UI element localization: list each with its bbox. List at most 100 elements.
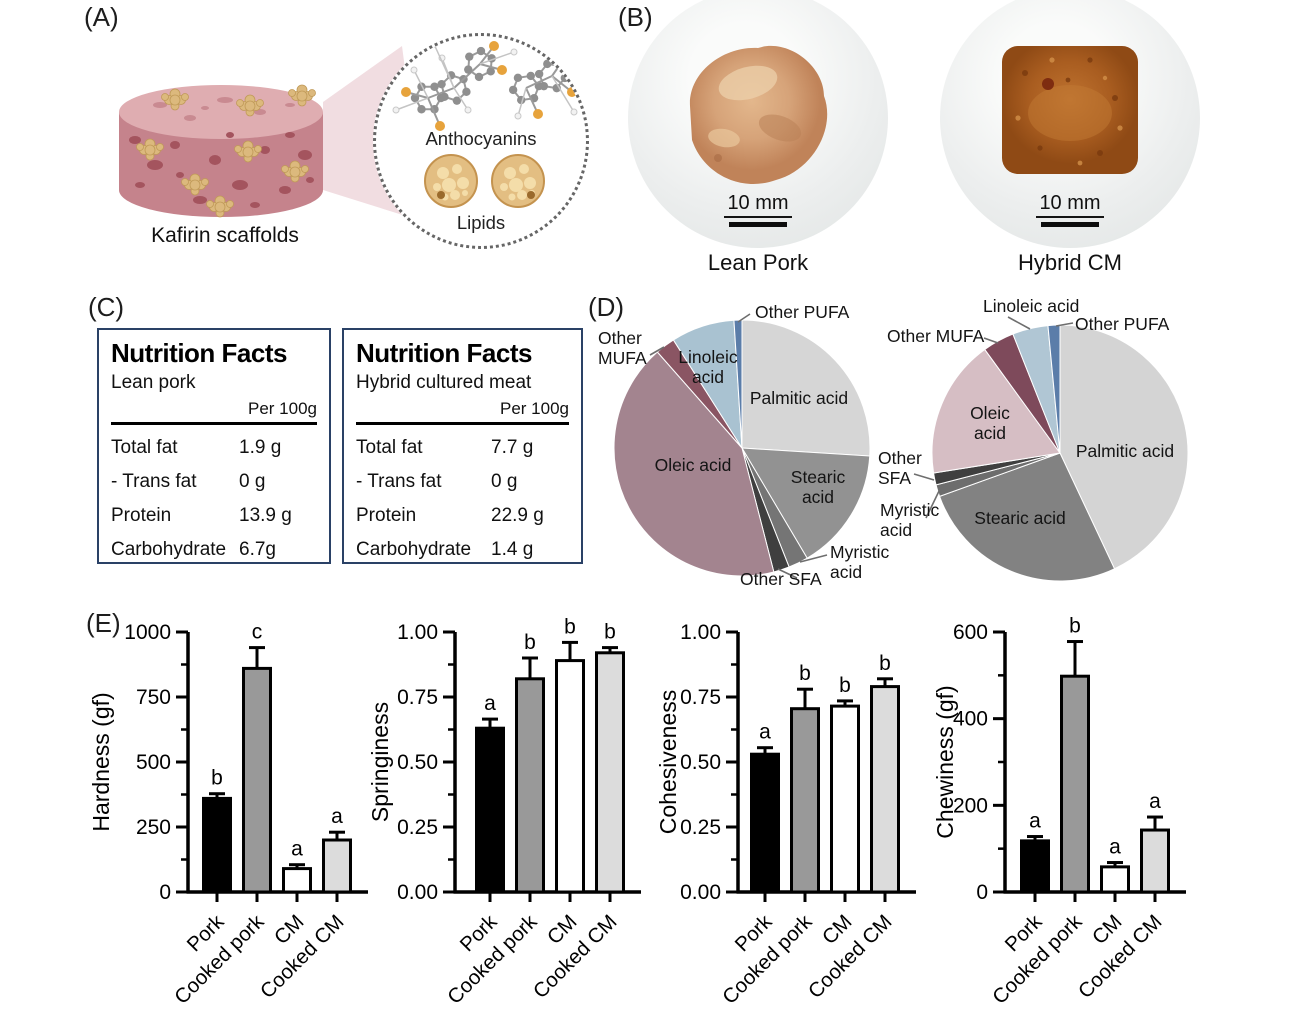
y-tick-label: 1.00 — [397, 621, 438, 644]
panel-d-letter: (D) — [588, 292, 625, 322]
nutrition-table-hybrid-cm: Nutrition Facts Hybrid cultured meat Per… — [342, 328, 583, 564]
pie-slice — [741, 319, 871, 457]
pie-label: acid — [830, 562, 862, 582]
pie-label: Oleic — [970, 403, 1010, 423]
bar — [1020, 839, 1050, 894]
scaffold-lipid-clusters — [136, 84, 316, 218]
y-tick-label: 400 — [953, 708, 988, 731]
pie-label: Palmitic acid — [750, 388, 848, 408]
scalebar-text: 10 mm — [1036, 192, 1104, 218]
bar — [555, 659, 585, 894]
nutrition-rows: Total fat 7.7 g - Trans fat 0 g Protein 22.9 … — [356, 437, 569, 561]
y-tick-label: 1000 — [124, 621, 171, 644]
significance-letter: a — [1109, 836, 1121, 859]
bar-chart-hardness: 0 250 500 750 1000 b Pork c Cooked pork a CM a Cooke… — [85, 605, 387, 1017]
nutrition-per-100g: Per 100g — [356, 399, 569, 425]
pie-label: acid — [974, 423, 1006, 443]
significance-letter: a — [759, 721, 771, 744]
bar — [830, 704, 860, 894]
bar — [322, 838, 352, 894]
nutrition-row: - Trans fat 0 g — [111, 471, 317, 493]
bar — [1100, 865, 1130, 894]
pie-label: Oleic acid — [655, 455, 732, 475]
bar-chart-cohesiveness: 0.00 0.25 0.50 0.75 1.00 a Pork b Cooked pork b CM… — [650, 605, 952, 1017]
lipids-label: Lipids — [456, 212, 506, 233]
pie-label: Stearic — [791, 467, 846, 487]
nutrition-title: Nutrition Facts — [356, 338, 532, 368]
bar-chart-chewiness: 0 200 400 600 a Pork b Cooked pork a CM a Cooked CM… — [932, 605, 1304, 1017]
nutrition-per-100g: Per 100g — [111, 399, 317, 425]
nutrition-row-value: 7.7 g — [491, 437, 534, 458]
pie-label-leader — [737, 313, 751, 323]
bar-chart-springiness: 0.00 0.25 0.50 0.75 1.00 a Pork b Cooked pork b CM… — [367, 605, 672, 1017]
pie-label: Stearic acid — [974, 508, 1065, 528]
nutrition-row-value: 1.4 g — [491, 539, 534, 560]
nutrition-row-label: - Trans fat — [111, 471, 197, 492]
panel-b-letter: (B) — [618, 2, 653, 32]
inset-magnifier-circle: Anthocyanins Lipids — [373, 33, 589, 249]
bar — [282, 867, 312, 894]
pie-label: Other SFA — [740, 569, 822, 589]
hybrid-cm-caption: Hybrid CM — [1018, 250, 1122, 275]
significance-letter: b — [799, 662, 811, 685]
anthocyanin-molecule-icon — [392, 40, 578, 131]
bar — [870, 685, 900, 894]
scaffold-cylinder — [119, 84, 323, 218]
significance-letter: b — [564, 615, 576, 638]
pie-slice — [613, 351, 775, 577]
pie-slice — [741, 447, 871, 559]
significance-letter: c — [252, 621, 263, 644]
anthocyanins-label: Anthocyanins — [425, 128, 537, 149]
nutrition-title: Nutrition Facts — [111, 338, 287, 368]
pie-label: acid — [802, 487, 834, 507]
significance-letter: a — [1029, 810, 1041, 833]
pie-label-leader — [913, 473, 935, 481]
pie-label-leader — [1007, 316, 1031, 330]
pie-label: Myristic — [880, 500, 940, 520]
nutrition-row: Protein 13.9 g — [111, 505, 317, 527]
bar — [475, 726, 505, 894]
scaffold-pores — [129, 132, 314, 208]
pie-label-leader — [925, 488, 941, 519]
pie-label: Myristic — [830, 542, 890, 562]
nutrition-subtitle: Lean pork — [111, 372, 196, 393]
nutrition-row-value: 0 g — [239, 471, 266, 492]
y-axis-title: Cohesiveness — [655, 690, 681, 834]
significance-letter: b — [524, 631, 536, 654]
pie-label: Other PUFA — [1075, 314, 1170, 334]
nutrition-row-label: Carbohydrate — [356, 539, 472, 560]
nutrition-row: Carbohydrate 1.4 g — [356, 539, 569, 561]
y-axis-title: Chewiness (gf) — [935, 685, 958, 838]
inset-graphics — [392, 40, 578, 208]
y-tick-label: 750 — [136, 686, 171, 709]
nutrition-row: Carbohydrate 6.7g — [111, 539, 317, 561]
pie-label: acid — [692, 367, 724, 387]
y-tick-label: 0.75 — [680, 686, 721, 709]
y-tick-label: 0.50 — [680, 751, 721, 774]
pie-chart-lean-pork: Palmitic acid Stearic acid Myristic acid Othe… — [592, 298, 892, 615]
y-tick-label: 0.25 — [680, 816, 721, 839]
scalebar-text: 10 mm — [724, 192, 792, 218]
pie-label: Other — [598, 328, 642, 348]
lipid-cells-icon — [424, 154, 545, 208]
y-axis-title: Hardness (gf) — [88, 692, 114, 831]
significance-letter: a — [1149, 790, 1161, 813]
nutrition-row: Protein 22.9 g — [356, 505, 569, 527]
pie-label-leader — [799, 554, 828, 563]
significance-letter: b — [1069, 615, 1081, 638]
nutrition-table-lean-pork: Nutrition Facts Lean pork Per 100g Total… — [97, 328, 331, 564]
pie-label: Other PUFA — [755, 302, 850, 322]
bar — [595, 651, 625, 894]
nutrition-row-value: 6.7g — [239, 539, 276, 560]
significance-letter: b — [211, 767, 223, 790]
hybrid-cm-scalebar: 10 mm — [940, 192, 1200, 227]
y-tick-label: 500 — [136, 751, 171, 774]
nutrition-row: Total fat 7.7 g — [356, 437, 569, 459]
significance-letter: b — [879, 652, 891, 675]
nutrition-row: Total fat 1.9 g — [111, 437, 317, 459]
